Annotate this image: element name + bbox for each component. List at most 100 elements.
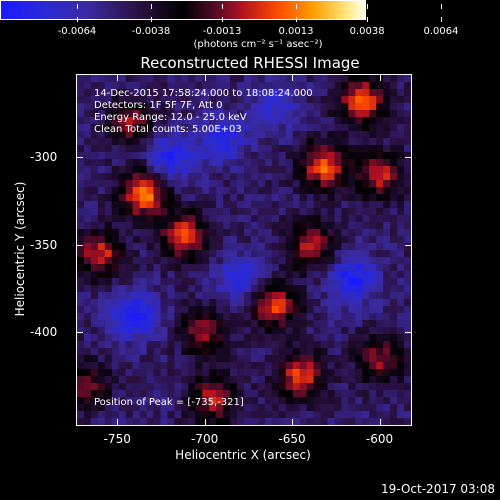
heatmap-cell [369,75,377,83]
heatmap-cell [390,82,398,90]
heatmap-cell [320,341,329,349]
heatmap-cell [383,390,391,398]
heatmap-cell [348,320,356,328]
heatmap-cell [313,299,322,307]
heatmap-cell [264,411,273,419]
heatmap-cell [271,229,280,237]
heatmap-cell [153,96,162,104]
heatmap-cell [313,355,322,363]
heatmap-cell [327,131,336,139]
heatmap-cell [320,411,329,419]
heatmap-cell [341,215,349,223]
heatmap-cell [271,222,280,230]
heatmap-cell [202,166,210,174]
heatmap-cell [404,236,411,244]
heatmap-cell [292,369,301,377]
heatmap-cell [404,341,411,349]
heatmap-cell [104,166,113,174]
heatmap-cell [383,96,391,104]
heatmap-cell [278,404,287,412]
heatmap-cell [167,124,176,132]
heatmap-cell [153,383,162,391]
heatmap-cell [299,187,308,195]
heatmap-cell [313,271,322,279]
heatmap-cell [348,103,356,111]
heatmap-cell [237,411,245,419]
heatmap-cell [285,236,294,244]
heatmap-cell [90,348,99,356]
heatmap-cell [174,215,182,223]
heatmap-cell [97,166,106,174]
x-tick-mark [204,75,206,81]
heatmap-cell [223,201,231,209]
heatmap-cell [404,131,411,139]
heatmap-cell [334,404,343,412]
heatmap-cell [313,138,322,146]
heatmap-cell [404,383,411,391]
heatmap-cell [153,159,162,167]
heatmap-cell [292,411,301,419]
heatmap-cell [376,285,384,293]
heatmap-cell [292,285,301,293]
heatmap-cell [306,383,315,391]
heatmap-cell [390,138,398,146]
heatmap-cell [250,103,259,111]
heatmap-cell [118,404,127,412]
heatmap-cell [320,404,329,412]
heatmap-cell [167,306,176,314]
heatmap-cell [397,187,405,195]
heatmap-cell [306,96,315,104]
heatmap-cell [313,264,322,272]
heatmap-cell [202,159,210,167]
heatmap-cell [369,138,377,146]
heatmap-cell [132,334,141,342]
heatmap-cell [195,257,203,265]
heatmap-cell [299,285,308,293]
heatmap-cell [341,383,349,391]
heatmap-cell [160,250,169,258]
heatmap-cell [111,131,120,139]
heatmap-cell [125,306,134,314]
heatmap-cell [97,341,106,349]
heatmap-cell [383,145,391,153]
heatmap-cell [132,103,141,111]
heatmap-cell [397,404,405,412]
heatmap-cell [209,327,217,335]
heatmap-cell [320,327,329,335]
heatmap-cell [278,229,287,237]
heatmap-cell [320,187,329,195]
heatmap-cell [97,222,106,230]
heatmap-cell [341,201,349,209]
heatmap-cell [250,369,259,377]
heatmap-cell [320,222,329,230]
heatmap-cell [306,131,315,139]
heatmap-cell [362,362,370,370]
heatmap-cell [306,201,315,209]
heatmap-cell [390,96,398,104]
heatmap-cell [397,131,405,139]
heatmap-cell [362,110,370,118]
heatmap-cell [97,159,106,167]
heatmap-cell [327,117,336,125]
heatmap-cell [390,201,398,209]
heatmap-cell [292,194,301,202]
heatmap-cell [285,306,294,314]
heatmap-cell [104,383,113,391]
heatmap-cell [181,131,189,139]
heatmap-cell [202,355,210,363]
heatmap-cell [125,404,134,412]
heatmap-cell [118,124,127,132]
heatmap-cell [202,278,210,286]
heatmap-cell [216,152,224,160]
heatmap-cell [404,257,411,265]
heatmap-cell [369,89,377,97]
heatmap-cell [369,229,377,237]
heatmap-cell [167,229,176,237]
heatmap-cell [383,404,391,412]
heatmap-cell [146,236,155,244]
heatmap-cell [237,187,245,195]
heatmap-cell [216,383,224,391]
heatmap-cell [362,89,370,97]
heatmap-cell [250,264,259,272]
heatmap-cell [195,187,203,195]
